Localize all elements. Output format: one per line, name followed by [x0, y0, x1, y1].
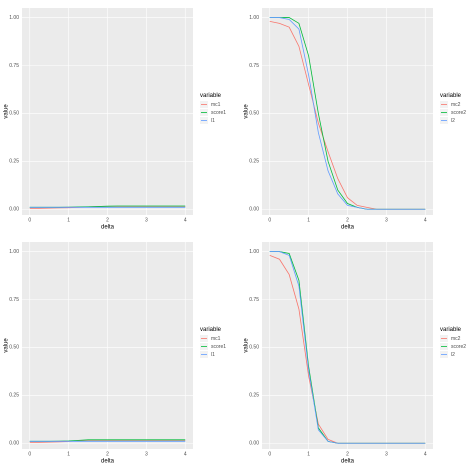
y-tick-label: 1.00 — [249, 249, 259, 255]
series-line — [269, 17, 426, 210]
x-tick-label: 2 — [346, 217, 349, 223]
legend-title: variable — [440, 93, 462, 99]
x-tick-label: 1 — [307, 451, 310, 457]
y-tick-label: 0.50 — [9, 345, 19, 351]
x-tick-label: 1 — [67, 217, 70, 223]
x-axis-label: delta — [101, 459, 115, 465]
x-tick-label: 1 — [67, 451, 70, 457]
x-tick-label: 4 — [184, 217, 187, 223]
x-tick-label: 0 — [28, 451, 31, 457]
x-axis-label: delta — [341, 459, 355, 465]
x-tick-label: 4 — [424, 217, 427, 223]
legend-title: variable — [200, 93, 222, 99]
y-tick-label: 1.00 — [9, 249, 19, 255]
x-tick-label: 3 — [385, 217, 388, 223]
x-tick-label: 3 — [385, 451, 388, 457]
x-tick-label: 1 — [307, 217, 310, 223]
y-axis-label: value — [4, 104, 10, 119]
legend-label: score1 — [211, 110, 226, 116]
y-axis-label: value — [244, 104, 250, 119]
y-tick-label: 0.00 — [249, 207, 259, 213]
x-tick-label: 0 — [28, 217, 31, 223]
legend-label: mc1 — [211, 102, 221, 108]
y-axis-label: value — [4, 338, 10, 353]
x-tick-label: 0 — [268, 217, 271, 223]
legend-label: l2 — [451, 352, 455, 358]
panel: 0.00 0.25 0.50 0.75 1.00 0 1 2 3 4 delta value varia… — [244, 242, 466, 465]
y-tick-label: 1.00 — [249, 15, 259, 21]
x-axis-label: delta — [101, 225, 115, 231]
legend-label: mc2 — [451, 336, 461, 342]
y-tick-label: 0.75 — [249, 63, 259, 69]
y-tick-label: 0.25 — [249, 393, 259, 399]
x-tick-label: 0 — [268, 451, 271, 457]
legend-label: l2 — [451, 118, 455, 124]
y-tick-label: 0.75 — [9, 297, 19, 303]
x-tick-label: 2 — [346, 451, 349, 457]
x-axis-label: delta — [341, 225, 355, 231]
legend-label: score2 — [451, 110, 466, 116]
x-tick-label: 2 — [106, 217, 109, 223]
legend-label: mc1 — [211, 336, 221, 342]
x-tick-label: 3 — [145, 217, 148, 223]
legend-label: l1 — [211, 352, 215, 358]
y-tick-label: 0.00 — [9, 207, 19, 213]
legend-title: variable — [200, 327, 222, 333]
legend-label: l1 — [211, 118, 215, 124]
y-tick-label: 0.50 — [249, 111, 259, 117]
x-tick-label: 2 — [106, 451, 109, 457]
y-tick-label: 0.50 — [9, 111, 19, 117]
legend-label: mc2 — [451, 102, 461, 108]
y-tick-label: 0.25 — [249, 159, 259, 165]
y-tick-label: 0.00 — [9, 441, 19, 447]
series-line — [269, 251, 426, 444]
x-tick-label: 3 — [145, 451, 148, 457]
y-tick-label: 0.75 — [249, 297, 259, 303]
y-tick-label: 1.00 — [9, 15, 19, 21]
y-tick-label: 0.00 — [249, 441, 259, 447]
y-tick-label: 0.25 — [9, 159, 19, 165]
panel: 0.00 0.25 0.50 0.75 1.00 0 1 2 3 4 delta value varia… — [244, 8, 466, 231]
legend-label: score2 — [451, 344, 466, 350]
y-tick-label: 0.75 — [9, 63, 19, 69]
legend-label: score1 — [211, 344, 226, 350]
series-line — [29, 439, 186, 443]
x-tick-label: 4 — [424, 451, 427, 457]
legend-title: variable — [440, 327, 462, 333]
y-axis-label: value — [244, 338, 250, 353]
y-tick-label: 0.25 — [9, 393, 19, 399]
panel: 0.00 0.25 0.50 0.75 1.00 0 1 2 3 4 delta value varia… — [4, 8, 226, 231]
y-tick-label: 0.50 — [249, 345, 259, 351]
x-tick-label: 4 — [184, 451, 187, 457]
panel: 0.00 0.25 0.50 0.75 1.00 0 1 2 3 4 delta value varia… — [4, 242, 226, 465]
